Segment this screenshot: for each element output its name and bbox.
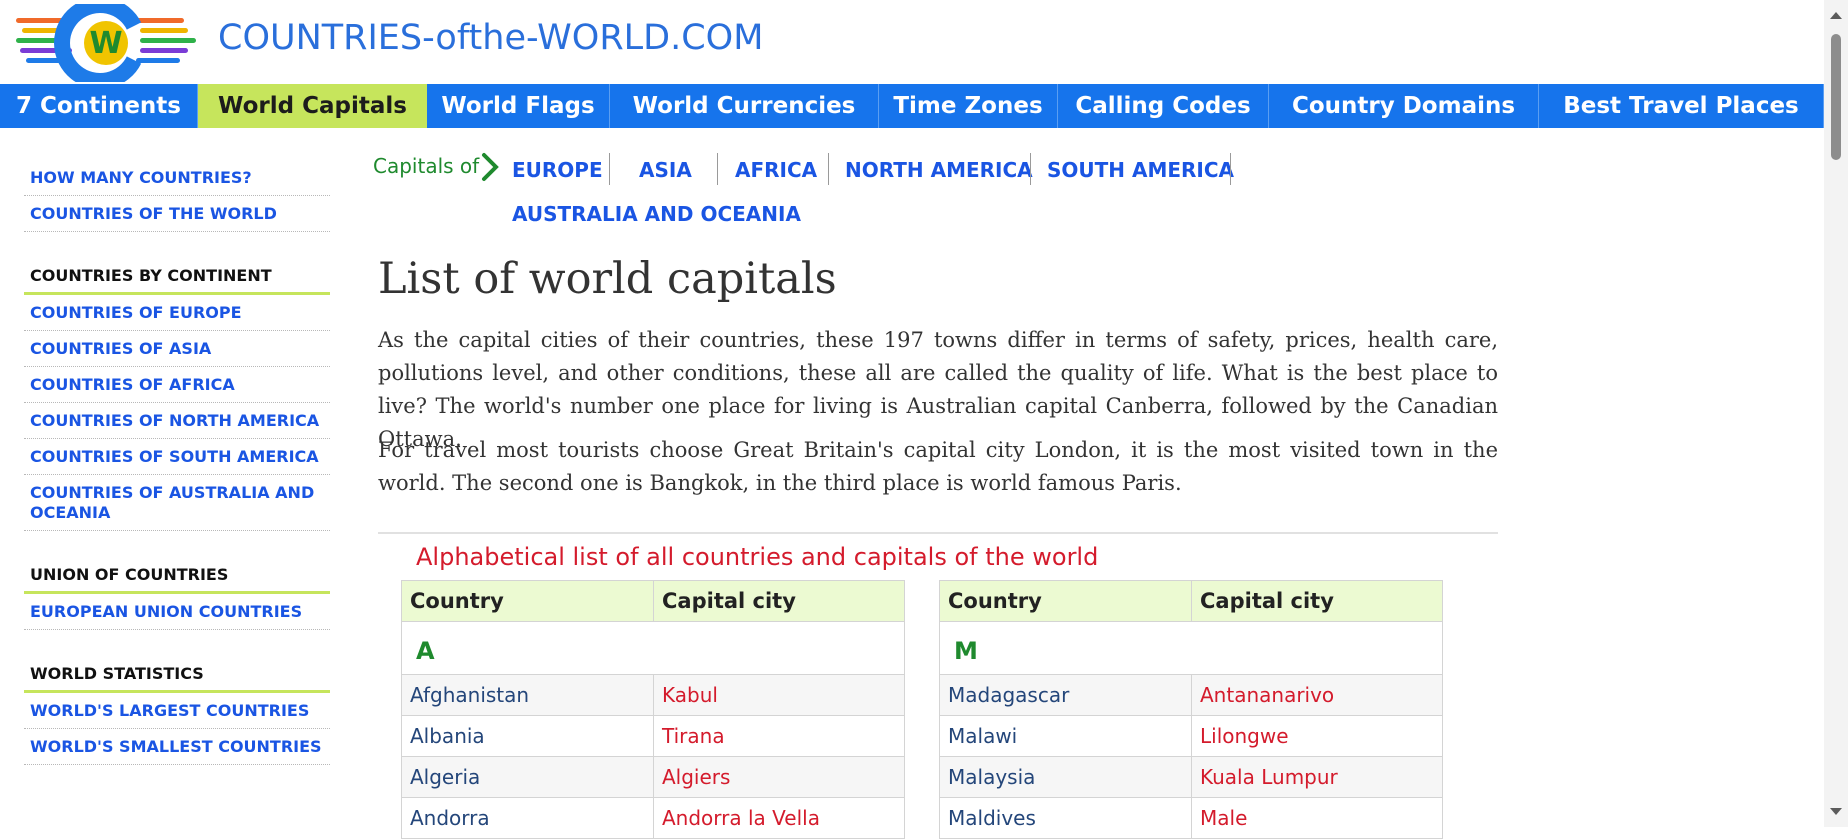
table-header-row: Country Capital city	[939, 580, 1443, 622]
scroll-up-arrow-icon[interactable]	[1830, 12, 1842, 19]
region-link-asia[interactable]: ASIA	[639, 158, 692, 182]
nav-item-world-capitals[interactable]: World Capitals	[198, 84, 427, 128]
intro-paragraph-1: As the capital cities of their countries…	[378, 328, 1498, 451]
sidebar-link-eu[interactable]: EUROPEAN UNION COUNTRIES	[24, 594, 330, 630]
column-header-capital: Capital city	[653, 580, 905, 622]
region-separator	[1030, 153, 1031, 185]
sidebar-link-africa[interactable]: COUNTRIES OF AFRICA	[24, 367, 330, 403]
country-cell[interactable]: Maldives	[939, 797, 1192, 839]
sidebar-link-largest[interactable]: WORLD'S LARGEST COUNTRIES	[24, 693, 330, 729]
intro-paragraph-2: For travel most tourists choose Great Br…	[378, 438, 1498, 495]
nav-item-time-zones[interactable]: Time Zones	[879, 84, 1058, 128]
sidebar-link-countries-of-the-world[interactable]: COUNTRIES OF THE WORLD	[24, 196, 330, 232]
capital-cell[interactable]: Tirana	[653, 715, 905, 757]
capitals-table-a: Country Capital city A Afghanistan Kabul A…	[401, 580, 905, 839]
sidebar-link-australia-oceania[interactable]: COUNTRIES OF AUSTRALIA AND OCEANIA	[24, 475, 330, 531]
capital-cell[interactable]: Algiers	[653, 756, 905, 798]
column-header-capital: Capital city	[1191, 580, 1443, 622]
list-heading: Alphabetical list of all countries and c…	[416, 543, 1099, 571]
table-row: Malawi Lilongwe	[939, 715, 1443, 757]
capital-cell[interactable]: Andorra la Vella	[653, 797, 905, 839]
capital-cell[interactable]: Kuala Lumpur	[1191, 756, 1443, 798]
table-row: Andorra Andorra la Vella	[401, 797, 905, 839]
section-divider	[378, 532, 1498, 534]
page-title: List of world capitals	[378, 254, 837, 304]
sidebar-heading-by-continent: COUNTRIES BY CONTINENT	[24, 258, 330, 295]
scroll-thumb[interactable]	[1831, 34, 1841, 160]
table-row: Maldives Male	[939, 797, 1443, 839]
sidebar-link-europe[interactable]: COUNTRIES OF EUROPE	[24, 295, 330, 331]
country-cell[interactable]: Algeria	[401, 756, 654, 798]
region-link-north-america[interactable]: NORTH AMERICA	[845, 158, 1033, 182]
table-row: Afghanistan Kabul	[401, 674, 905, 716]
region-link-south-america[interactable]: SOUTH AMERICA	[1047, 158, 1235, 182]
capitals-table-m: Country Capital city M Madagascar Antanan…	[939, 580, 1443, 839]
region-link-africa[interactable]: AFRICA	[735, 158, 818, 182]
table-row: Madagascar Antananarivo	[939, 674, 1443, 716]
region-separator	[717, 153, 718, 185]
country-cell[interactable]: Afghanistan	[401, 674, 654, 716]
sidebar-link-asia[interactable]: COUNTRIES OF ASIA	[24, 331, 330, 367]
country-cell[interactable]: Madagascar	[939, 674, 1192, 716]
scroll-down-arrow-icon[interactable]	[1830, 808, 1842, 815]
region-link-europe[interactable]: EUROPE	[512, 158, 603, 182]
letter-heading: M	[939, 621, 1443, 675]
main-nav: 7 Continents World Capitals World Flags Wor…	[0, 84, 1824, 128]
capital-cell[interactable]: Antananarivo	[1191, 674, 1443, 716]
region-separator	[609, 153, 610, 185]
country-cell[interactable]: Malawi	[939, 715, 1192, 757]
letter-row: A	[401, 621, 905, 675]
sidebar-heading-union: UNION OF COUNTRIES	[24, 557, 330, 594]
nav-item-best-travel-places[interactable]: Best Travel Places	[1539, 84, 1824, 128]
table-row: Malaysia Kuala Lumpur	[939, 756, 1443, 798]
capital-cell[interactable]: Lilongwe	[1191, 715, 1443, 757]
sidebar-link-north-america[interactable]: COUNTRIES OF NORTH AMERICA	[24, 403, 330, 439]
nav-item-calling-codes[interactable]: Calling Codes	[1058, 84, 1269, 128]
region-separator	[1230, 153, 1231, 185]
sidebar-heading-statistics: WORLD STATISTICS	[24, 656, 330, 693]
chevron-right-icon	[482, 153, 499, 181]
letter-row: M	[939, 621, 1443, 675]
country-cell[interactable]: Andorra	[401, 797, 654, 839]
capitals-of-label: Capitals of	[373, 154, 480, 178]
nav-item-country-domains[interactable]: Country Domains	[1269, 84, 1539, 128]
table-header-row: Country Capital city	[401, 580, 905, 622]
region-separator	[828, 153, 829, 185]
capital-cell[interactable]: Kabul	[653, 674, 905, 716]
region-link-australia-oceania[interactable]: AUSTRALIA AND OCEANIA	[512, 202, 801, 226]
sidebar-link-how-many-countries[interactable]: HOW MANY COUNTRIES?	[24, 160, 330, 196]
sidebar: HOW MANY COUNTRIES? COUNTRIES OF THE WOR…	[24, 160, 330, 765]
table-row: Albania Tirana	[401, 715, 905, 757]
capital-cell[interactable]: Male	[1191, 797, 1443, 839]
country-cell[interactable]: Malaysia	[939, 756, 1192, 798]
site-logo[interactable]: W	[16, 4, 200, 82]
nav-item-world-flags[interactable]: World Flags	[427, 84, 610, 128]
nav-item-world-currencies[interactable]: World Currencies	[610, 84, 879, 128]
logo-letter: W	[89, 26, 122, 61]
column-header-country: Country	[401, 580, 654, 622]
country-cell[interactable]: Albania	[401, 715, 654, 757]
sidebar-link-smallest[interactable]: WORLD'S SMALLEST COUNTRIES	[24, 729, 330, 765]
page-scrollbar[interactable]	[1824, 0, 1848, 827]
site-header: W COUNTRIES-ofthe-WORLD.COM	[0, 0, 1824, 84]
letter-heading: A	[401, 621, 905, 675]
nav-item-7-continents[interactable]: 7 Continents	[0, 84, 198, 128]
site-title[interactable]: COUNTRIES-ofthe-WORLD.COM	[218, 18, 764, 58]
table-row: Algeria Algiers	[401, 756, 905, 798]
sidebar-link-south-america[interactable]: COUNTRIES OF SOUTH AMERICA	[24, 439, 330, 475]
column-header-country: Country	[939, 580, 1192, 622]
